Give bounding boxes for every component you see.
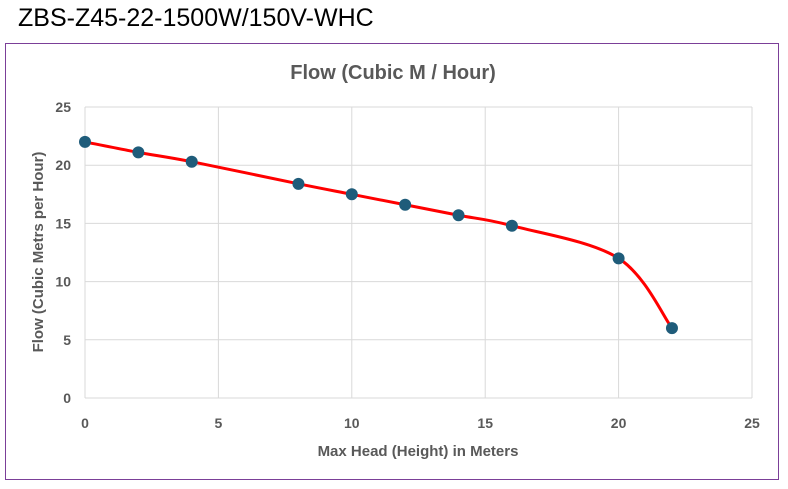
data-point (505, 219, 518, 232)
x-tick-label: 20 (611, 415, 627, 431)
x-tick-labels: 0 5 10 15 20 25 (81, 415, 760, 431)
x-tick-label: 5 (215, 415, 223, 431)
data-point (132, 146, 145, 159)
y-tick-label: 20 (55, 157, 71, 173)
y-tick-label: 15 (55, 215, 71, 231)
y-tick-label: 10 (55, 274, 71, 290)
data-point (79, 135, 91, 148)
page-heading: ZBS-Z45-22-1500W/150V-WHC (18, 4, 374, 32)
data-point (185, 155, 198, 168)
y-axis-label: Flow (Cubic Metrs per Hour) (30, 152, 47, 353)
series-line (83, 140, 674, 330)
data-point (612, 252, 625, 265)
chart-frame (5, 43, 779, 480)
y-tick-label: 0 (63, 390, 71, 406)
x-axis-label: Max Head (Height) in Meters (318, 443, 519, 460)
x-tick-label: 10 (344, 415, 360, 431)
y-tick-label: 5 (63, 332, 71, 348)
x-tick-label: 0 (81, 415, 89, 431)
x-tick-label: 15 (477, 415, 493, 431)
x-tick-label: 25 (744, 415, 760, 431)
data-point (399, 198, 412, 211)
data-markers (79, 135, 678, 335)
data-point (452, 209, 465, 222)
data-point (292, 177, 305, 190)
data-point (665, 322, 678, 335)
chart-title: Flow (Cubic M / Hour) (290, 62, 496, 84)
y-tick-label: 25 (55, 99, 71, 115)
grid-layer (84, 106, 753, 399)
data-point (345, 188, 358, 201)
y-tick-labels: 0 5 10 15 20 25 (55, 99, 71, 406)
